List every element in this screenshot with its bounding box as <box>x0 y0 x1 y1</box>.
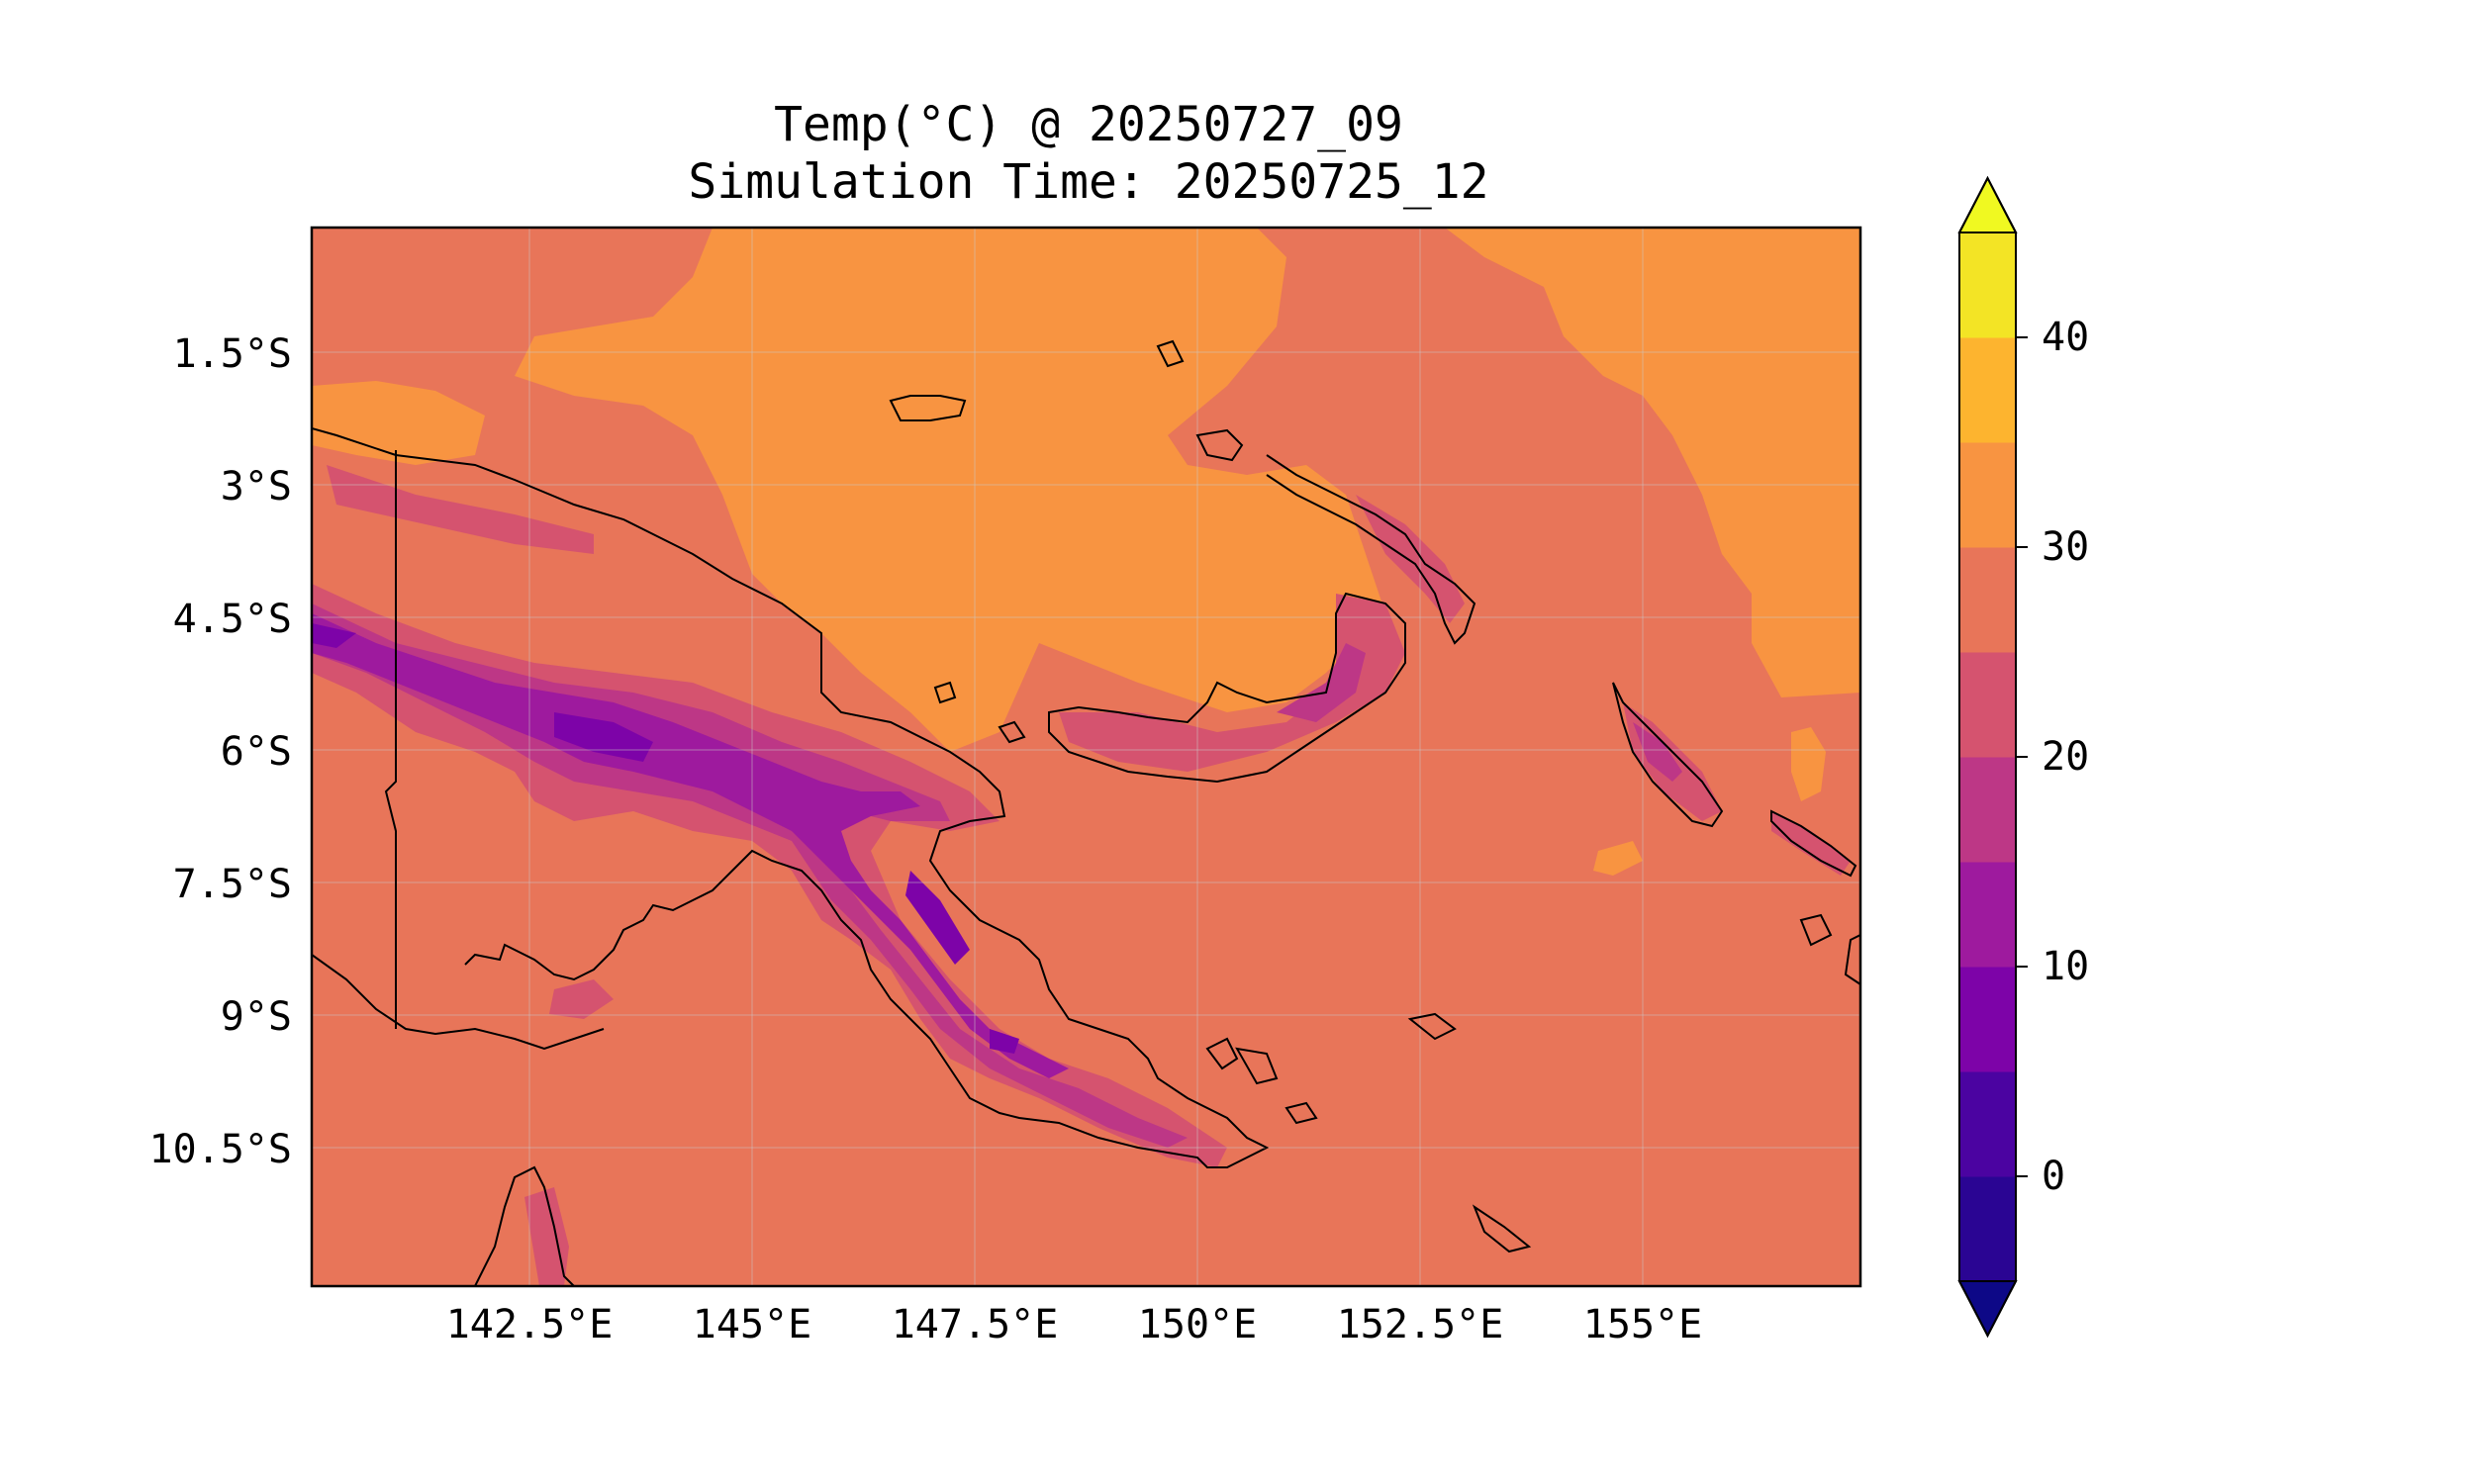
colorbar-tick-label: 0 <box>2042 1154 2065 1199</box>
figure-title: Temp(°C) @ 20250727_09 <box>774 97 1403 152</box>
lat-tick-label: 7.5°S <box>173 862 292 907</box>
lon-tick-label: 150°E <box>1138 1302 1257 1347</box>
lon-tick-label: 145°E <box>693 1302 811 1347</box>
warm-region-west <box>312 381 485 465</box>
lon-tick-label: 152.5°E <box>1337 1302 1504 1347</box>
cool-ridge-new-ireland <box>1356 495 1465 623</box>
cool-ridge-north-coast <box>327 465 594 554</box>
colorbar-segment <box>1959 442 2016 548</box>
border-irian <box>384 450 397 1029</box>
lat-tick-label: 4.5°S <box>173 597 292 642</box>
colorbar-segment <box>1959 232 2016 338</box>
lon-tick-label: 147.5°E <box>892 1302 1059 1347</box>
coastline-island-e <box>1285 1101 1318 1125</box>
colorbar-tick-label: 30 <box>2042 524 2089 570</box>
coastline-island-d <box>1472 1204 1532 1253</box>
lon-axis-labels: 142.5°E 145°E 147.5°E 150°E 152.5°E 155°… <box>446 1302 1703 1347</box>
coastline-island-c <box>1407 1012 1457 1041</box>
map-frame <box>310 226 1862 1288</box>
coastline-karkar <box>933 681 1026 744</box>
colorbar: 0 10 20 30 40 <box>1957 175 2089 1339</box>
cold-ridge-new-britain <box>1277 643 1366 722</box>
coastline-new-britain <box>1048 592 1406 784</box>
colorbar-ticks: 0 10 20 30 40 <box>2016 315 2089 1199</box>
map-gridlines <box>312 228 1860 1286</box>
colorbar-segment <box>1959 547 2016 653</box>
colorbar-tick-label: 40 <box>2042 315 2089 360</box>
lat-tick-label: 3°S <box>221 464 292 510</box>
coastlines <box>312 339 1860 1286</box>
figure-subtitle: Simulation Time: 20250725_12 <box>688 154 1488 210</box>
colorbar-segment <box>1959 862 2016 968</box>
cool-ridge-solomon <box>1771 811 1851 876</box>
lat-tick-label: 10.5°S <box>149 1127 293 1172</box>
coastline-cape-york <box>474 1165 575 1286</box>
coastline-solomon <box>1770 809 1857 878</box>
coastline-manus <box>889 395 967 421</box>
lat-tick-label: 6°S <box>221 729 292 775</box>
cool-patch-cape-york <box>524 1187 569 1286</box>
lat-tick-label: 1.5°S <box>173 331 292 377</box>
colorbar-segment <box>1959 967 2016 1072</box>
coastline-new-guinea-north <box>312 427 1270 1168</box>
colorbar-segment <box>1959 1176 2016 1282</box>
warm-region-north <box>515 228 1385 752</box>
lat-tick-label: 9°S <box>221 994 292 1040</box>
coastline-island-a <box>1156 339 1185 368</box>
colorbar-outline <box>1958 175 2017 1339</box>
cold-ridge-highlands <box>312 603 1188 1148</box>
coastline-new-guinea-south <box>312 954 605 1051</box>
colorbar-segments <box>1959 232 2016 1282</box>
colorbar-segment <box>1959 757 2016 863</box>
map-panel <box>310 226 1862 1288</box>
lat-axis-labels: 1.5°S 3°S 4.5°S 6°S 7.5°S 9°S 10.5°S <box>149 331 293 1172</box>
colorbar-segment <box>1959 652 2016 758</box>
colorbar-segment <box>1959 1071 2016 1177</box>
temperature-field <box>312 228 1860 1286</box>
coastline-new-hanover <box>1195 428 1244 462</box>
coastline-new-ireland <box>1266 454 1476 645</box>
warm-region-northeast <box>1445 228 1860 697</box>
warm-patch-east2 <box>1593 841 1643 876</box>
warm-patch-east <box>1791 727 1826 801</box>
cool-ridge-new-britain <box>1059 594 1405 772</box>
lon-tick-label: 155°E <box>1583 1302 1702 1347</box>
colorbar-tick-label: 10 <box>2042 944 2089 989</box>
colorbar-extend-max <box>1957 175 2018 233</box>
cold-ridge-bougainville <box>1633 722 1682 782</box>
coastline-bougainville <box>1612 682 1724 828</box>
coastline-island-b <box>1205 1037 1279 1085</box>
cool-patch-south <box>549 979 614 1019</box>
coastline-island-f <box>1799 913 1860 986</box>
colorbar-segment <box>1959 337 2016 443</box>
colorbar-extend-min <box>1957 1280 2018 1339</box>
lon-tick-label: 142.5°E <box>446 1302 614 1347</box>
colorbar-tick-label: 20 <box>2042 734 2089 780</box>
